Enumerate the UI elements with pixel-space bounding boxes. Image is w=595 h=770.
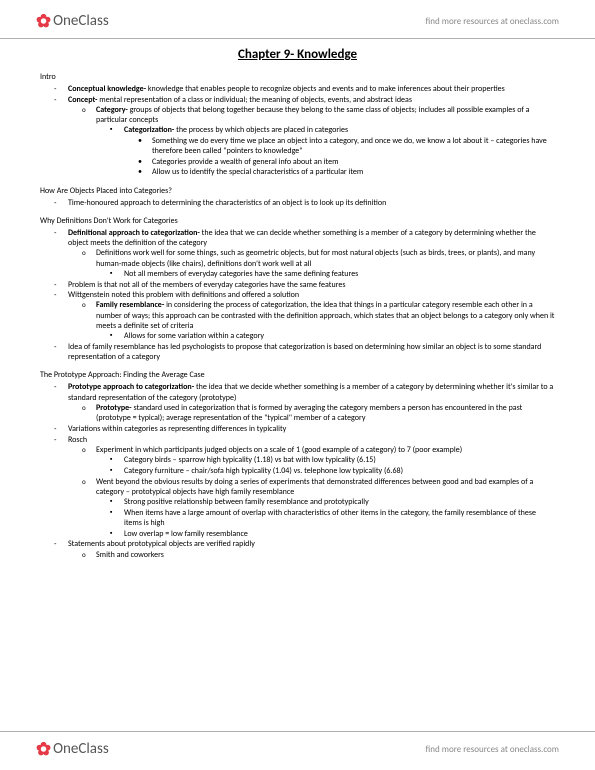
list-item: Went beyond the obvious results by doing… [96,477,555,539]
list-item: Statements about prototypical objects ar… [68,539,555,559]
list-item: Strong positive relationship between fam… [124,497,555,507]
list-item: Categorization- the process by which obj… [124,125,555,177]
document-content: Chapter 9- Knowledge Intro Conceptual kn… [0,39,595,560]
list-item: Category furniture – chair/sofa high typ… [124,466,555,476]
brand-logo-footer: ✿ OneClass [36,738,109,760]
logo-icon: ✿ [36,738,51,760]
list-item: Allows for some variation within a categ… [124,331,555,341]
section-defs-heading: Why Definitions Don't Work for Categorie… [40,216,555,226]
list-item: Definitions work well for some things, s… [96,248,555,279]
list-item: Wittgenstein noted this problem with def… [68,290,555,341]
section-proto-heading: The Prototype Approach: Finding the Aver… [40,370,555,380]
list-item: When items have a large amount of overla… [124,508,555,528]
list-item: Problem is that not all of the members o… [68,280,555,290]
list-item: Definitional approach to categorization-… [68,228,555,279]
list-item: Categories provide a wealth of general i… [152,157,555,167]
list-item: Time-honoured approach to determining th… [68,198,555,208]
section-intro-heading: Intro [40,72,555,82]
list-item: Experiment in which participants judged … [96,445,555,476]
list-item: Allow us to identify the special charact… [152,167,555,177]
list-item: Idea of family resemblance has led psych… [68,342,555,362]
list-item: Category- groups of objects that belong … [96,105,555,178]
list-item: Variations within categories as represen… [68,424,555,434]
footer-tagline: find more resources at oneclass.com [426,744,559,755]
list-item: Prototype approach to categorization- th… [68,382,555,423]
page-footer: ✿ OneClass find more resources at onecla… [0,731,595,770]
list-item: Conceptual knowledge- knowledge that ena… [68,84,555,94]
list-item: Something we do every time we place an o… [152,136,555,156]
logo-text: OneClass [53,740,109,758]
section-placed-heading: How Are Objects Placed into Categories? [40,186,555,196]
logo-icon: ✿ [36,10,51,32]
list-item: Prototype- standard used in categorizati… [96,403,555,423]
list-item: Not all members of everyday categories h… [124,269,555,279]
brand-logo: ✿ OneClass [36,10,109,32]
page-header: ✿ OneClass find more resources at onecla… [0,0,595,39]
list-item: Rosch Experiment in which participants j… [68,435,555,539]
header-tagline: find more resources at oneclass.com [426,16,559,27]
logo-text: OneClass [53,12,109,30]
list-item: Smith and coworkers [96,550,555,560]
list-item: Family resemblance- in considering the p… [96,300,555,341]
list-item: Low overlap = low family resemblance [124,529,555,539]
list-item: Category birds – sparrow high typicality… [124,455,555,465]
chapter-title: Chapter 9- Knowledge [40,47,555,62]
list-item: Concept- mental representation of a clas… [68,95,555,178]
